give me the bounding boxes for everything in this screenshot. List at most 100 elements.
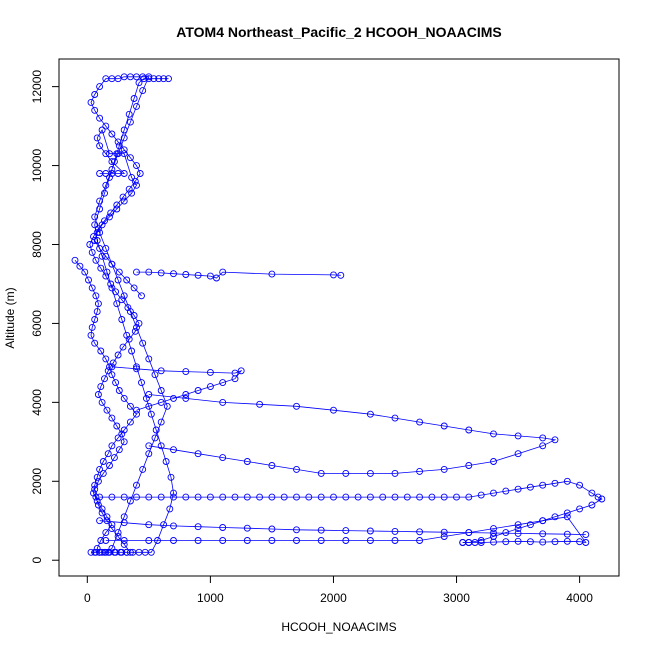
data-point [133, 410, 140, 418]
y-tick-label: 4000 [30, 389, 44, 416]
y-tick-label: 0 [30, 557, 44, 564]
data-point [403, 493, 411, 501]
y-tick-label: 6000 [30, 310, 44, 337]
data-point [136, 170, 144, 177]
data-point [138, 379, 145, 387]
data-point [268, 525, 276, 533]
data-point [126, 497, 134, 505]
data-point [268, 537, 276, 544]
data-point [103, 406, 111, 414]
data-point [93, 134, 101, 142]
data-point [526, 538, 534, 546]
data-point [145, 268, 153, 276]
data-point [91, 485, 99, 493]
data-point [106, 150, 113, 158]
data-point [391, 537, 399, 544]
data-point [170, 489, 177, 497]
data-point [440, 465, 448, 473]
data-point [98, 505, 106, 513]
x-axis-label: HCOOH_NOAACIMS [281, 620, 396, 634]
data-point [126, 154, 134, 162]
data-point [133, 363, 140, 371]
data-point [96, 517, 104, 525]
data-point [465, 493, 473, 501]
data-point [104, 367, 112, 375]
data-point [123, 331, 131, 339]
data-point [96, 493, 104, 501]
data-point [108, 371, 116, 379]
data-point [133, 493, 140, 501]
data-point [502, 538, 510, 546]
data-point [130, 95, 138, 102]
data-point [416, 418, 424, 426]
data-point [108, 284, 116, 292]
data-point [91, 106, 99, 114]
data-point [108, 414, 116, 422]
data-point [93, 237, 101, 244]
data-point [126, 418, 134, 426]
data-point [102, 181, 110, 189]
y-tick-label: 10000 [30, 149, 44, 183]
data-point [126, 118, 134, 126]
data-point [416, 537, 424, 544]
data-point [93, 308, 101, 316]
data-point [453, 493, 460, 501]
data-point [219, 524, 227, 531]
data-point [219, 454, 227, 462]
data-point [106, 213, 113, 221]
data-point [440, 422, 448, 430]
data-point [490, 458, 497, 465]
data-point [588, 489, 596, 497]
data-point [71, 256, 79, 264]
data-point [514, 525, 522, 533]
data-point [96, 465, 104, 473]
data-point [108, 130, 116, 138]
data-point [563, 477, 571, 485]
data-point [108, 363, 116, 371]
data-point [157, 269, 165, 277]
data-point [98, 126, 106, 134]
data-point [120, 438, 128, 446]
series-line [111, 366, 243, 411]
data-point [91, 481, 99, 489]
data-point [160, 521, 168, 529]
x-tick-label: 0 [84, 591, 91, 605]
data-point [120, 126, 128, 134]
data-point [93, 497, 101, 505]
data-point [194, 387, 202, 394]
data-point [115, 446, 123, 454]
data-point [140, 75, 148, 83]
data-point [194, 450, 202, 458]
data-point [96, 142, 104, 150]
data-point [92, 256, 100, 264]
x-tick-label: 2000 [320, 591, 347, 605]
data-point [108, 493, 116, 501]
data-point [114, 276, 122, 284]
data-point [113, 205, 121, 213]
data-point [243, 537, 251, 544]
data-point [342, 469, 350, 477]
data-point [563, 513, 571, 521]
data-point [133, 365, 140, 373]
data-point [157, 418, 165, 426]
data-point [102, 529, 110, 537]
data-point [151, 371, 159, 379]
data-point [120, 426, 128, 434]
data-point [514, 485, 522, 493]
data-point [440, 528, 448, 536]
data-point [151, 434, 159, 442]
data-point [588, 501, 596, 509]
data-point [94, 477, 102, 485]
data-point [490, 489, 497, 497]
data-point [114, 351, 122, 359]
data-point [102, 252, 110, 260]
data-point [317, 526, 325, 534]
data-point [87, 548, 95, 556]
data-point [120, 146, 128, 154]
data-point [342, 527, 350, 535]
data-point [98, 252, 106, 260]
data-point [170, 522, 177, 530]
data-point [88, 284, 96, 292]
data-point [206, 272, 214, 280]
data-point [145, 537, 153, 544]
